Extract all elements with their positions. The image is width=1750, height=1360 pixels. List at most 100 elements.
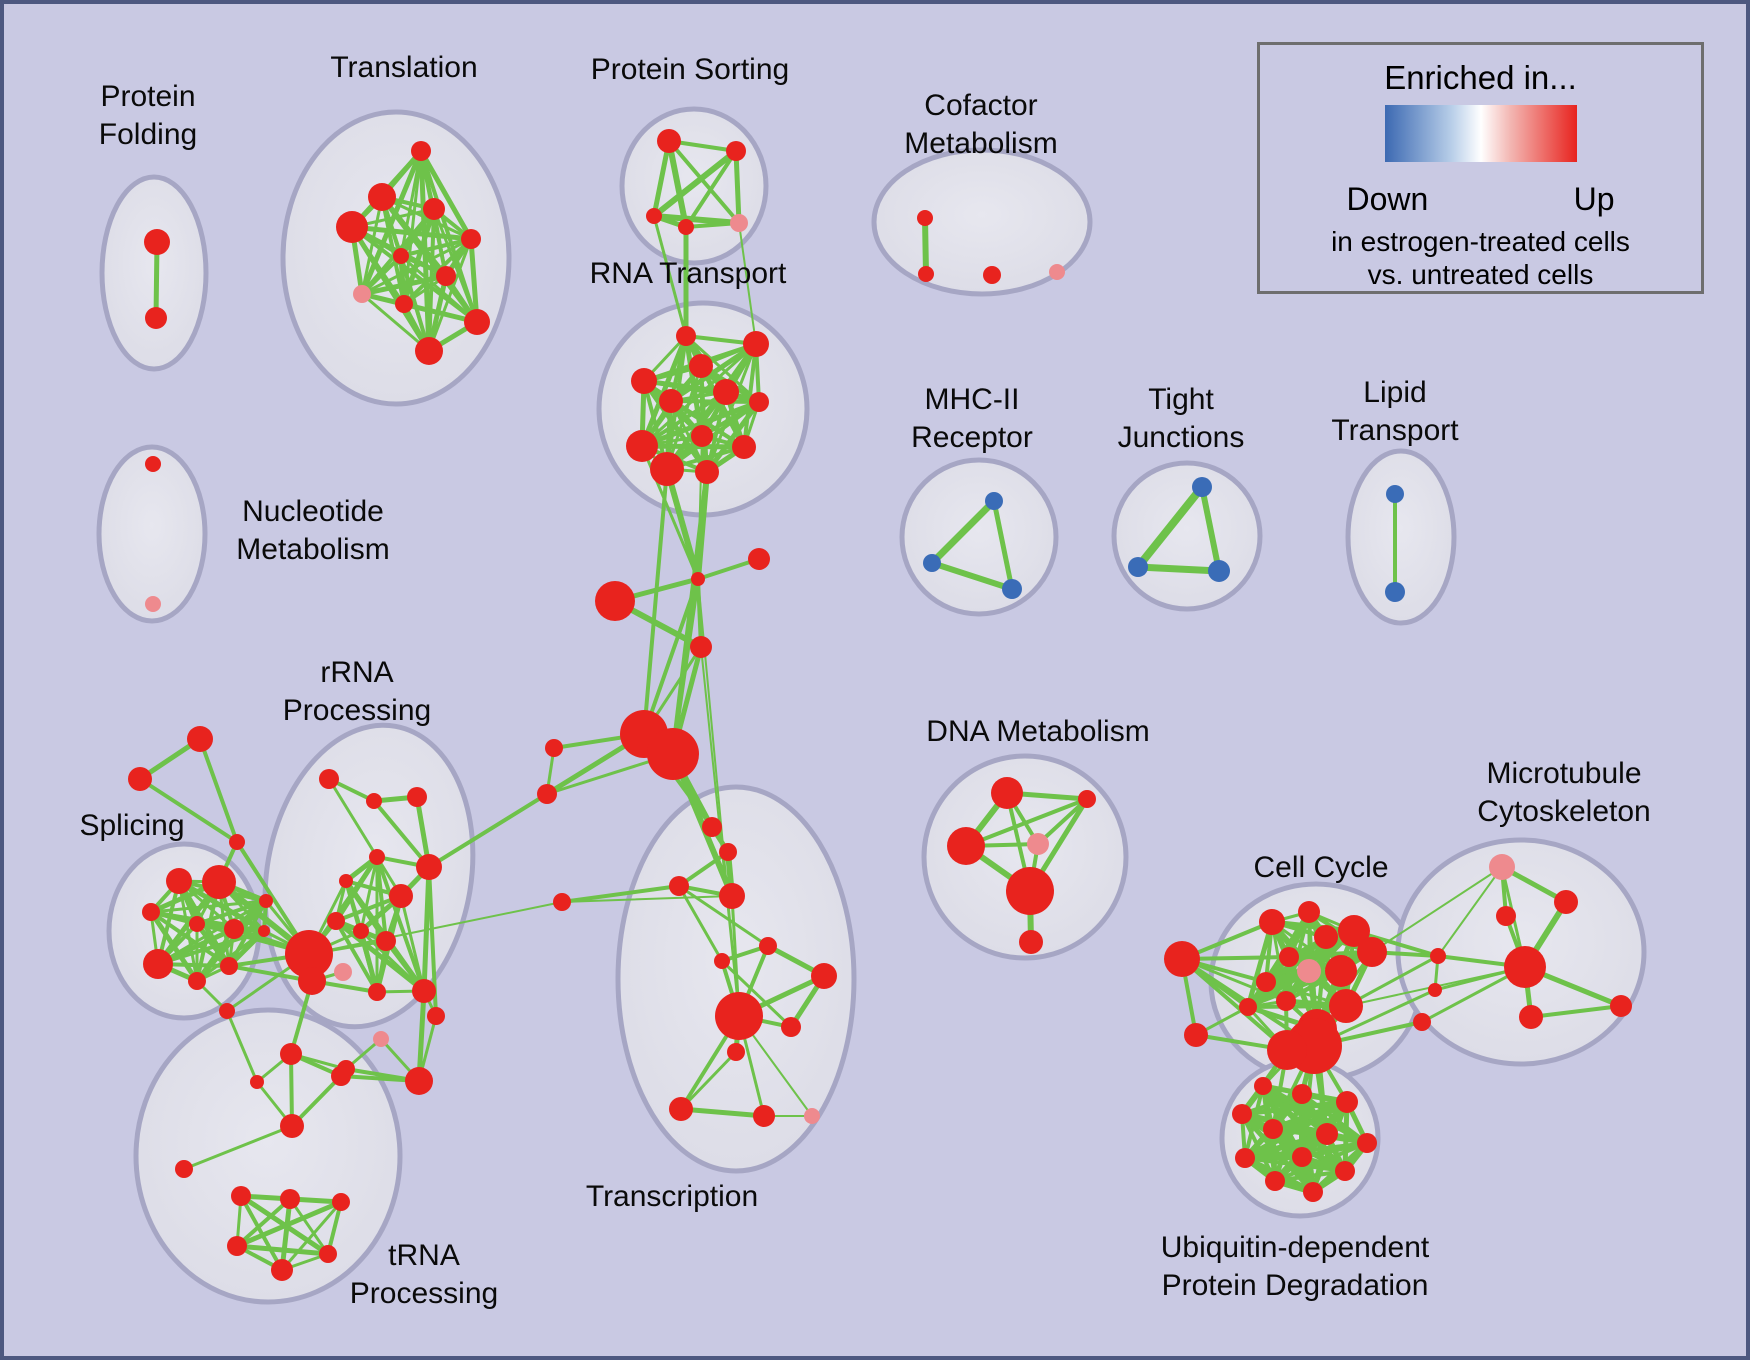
gene-set-node (1489, 854, 1515, 880)
gene-set-node (811, 963, 837, 989)
gene-set-node (339, 874, 353, 888)
gene-set-node (259, 894, 273, 908)
enrichment-edge (280, 1200, 343, 1272)
gene-set-node (1192, 477, 1212, 497)
enrichment-edge (235, 1197, 292, 1248)
legend-caption-line2: vs. untreated cells (1367, 259, 1594, 290)
gene-set-node (719, 843, 737, 861)
enrichment-edge (359, 273, 449, 297)
gene-set-node (331, 1066, 351, 1086)
gene-set-node (1336, 1091, 1358, 1113)
gene-set-node (353, 285, 371, 303)
cluster-label-translation: Translation (330, 51, 477, 84)
gene-set-node (1386, 485, 1404, 503)
gene-set-node (464, 309, 490, 335)
gene-set-node (285, 930, 333, 978)
gene-set-node (1049, 264, 1065, 280)
gene-set-node (1276, 991, 1296, 1011)
gene-set-node (220, 957, 238, 975)
gene-set-node (187, 726, 213, 752)
gene-set-node (1259, 909, 1285, 935)
gene-set-node (695, 460, 719, 484)
gene-set-node (781, 1017, 801, 1037)
gene-set-node (416, 854, 442, 880)
gene-set-node (395, 295, 413, 313)
gene-set-node (142, 903, 160, 921)
gene-set-node (393, 248, 409, 264)
gene-set-node (412, 979, 436, 1003)
enrichment-edge (704, 399, 762, 475)
cluster-ellipse-protein-folding (99, 174, 209, 372)
gene-set-node (376, 931, 396, 951)
enrichment-edge (359, 855, 379, 933)
enrichment-edge (1199, 484, 1222, 574)
gene-set-node (1430, 948, 1446, 964)
gene-set-node (1316, 1123, 1338, 1145)
gene-set-node (715, 992, 763, 1040)
gene-set-node (1385, 582, 1405, 602)
enrichment-edge (427, 792, 549, 869)
gene-set-node (714, 953, 730, 969)
gene-set-node (923, 554, 941, 572)
enrichment-edge (639, 333, 689, 449)
enrichment-edge (1134, 563, 1223, 575)
enrichment-edge (1245, 919, 1275, 1010)
gene-set-node (407, 787, 427, 807)
gene-set-node (1235, 1148, 1255, 1168)
gene-set-node (917, 210, 933, 226)
gene-set-node (280, 1043, 302, 1065)
enrichment-edge (666, 138, 689, 230)
gene-set-node (983, 266, 1001, 284)
cluster-label-transcription: Transcription (586, 1180, 758, 1213)
enrichment-edge (427, 237, 473, 353)
enrichment-edge (929, 560, 1015, 592)
enrichment-edge (195, 899, 268, 926)
gene-set-node (219, 1003, 235, 1019)
enrichment-edge (1371, 866, 1503, 953)
gene-set-node (271, 1259, 293, 1281)
enrichment-edge (652, 214, 688, 338)
enrichment-edge (738, 222, 757, 345)
gene-set-node (631, 368, 657, 394)
legend-gradient-bar (1384, 105, 1577, 162)
enrichment-edge (156, 899, 268, 966)
enrichment-edge (227, 964, 314, 983)
enrichment-edge (1180, 957, 1289, 1052)
gene-set-node (1164, 941, 1200, 977)
gene-set-node (804, 1108, 820, 1124)
enrichment-edge (360, 254, 403, 296)
gene-set-node (545, 739, 563, 757)
legend-down-label: Down (1346, 181, 1429, 217)
gene-set-node (188, 972, 206, 990)
enrichment-edge (1036, 797, 1089, 846)
gene-set-node (553, 893, 571, 911)
gene-set-node (1325, 955, 1357, 987)
enrichment-edge (1242, 1131, 1330, 1161)
enrichment-edge (560, 884, 681, 904)
cluster-label-rrna-processing: rRNA Processing (283, 656, 431, 727)
cluster-ellipse-trna-processing (133, 1007, 403, 1305)
gene-set-node (461, 229, 481, 249)
gene-set-node (1239, 998, 1257, 1016)
gene-set-node (145, 596, 161, 612)
gene-set-node (436, 266, 456, 286)
enrichment-edge (1344, 954, 1440, 1008)
enrichment-edge (664, 466, 701, 582)
gene-set-node (727, 1043, 745, 1061)
gene-set-node (1428, 983, 1442, 997)
cluster-ellipse-tight-junctions (1111, 460, 1263, 612)
cluster-label-protein-sorting: Protein Sorting (591, 53, 789, 86)
gene-set-node (595, 581, 635, 621)
gene-set-node (1335, 1161, 1355, 1181)
enrichment-edge (225, 1009, 259, 1084)
enrichment-edge (289, 1052, 294, 1128)
gene-set-node (1496, 906, 1516, 926)
cluster-label-dna-metabolism: DNA Metabolism (926, 715, 1149, 748)
cluster-label-trna-processing: tRNA Processing (350, 1239, 498, 1310)
gene-set-node (691, 425, 713, 447)
enrichment-edge (399, 254, 479, 324)
enrichment-edge (399, 894, 426, 993)
gene-set-node (366, 793, 382, 809)
gene-set-node (1027, 833, 1049, 855)
enrichment-edge (677, 884, 770, 948)
